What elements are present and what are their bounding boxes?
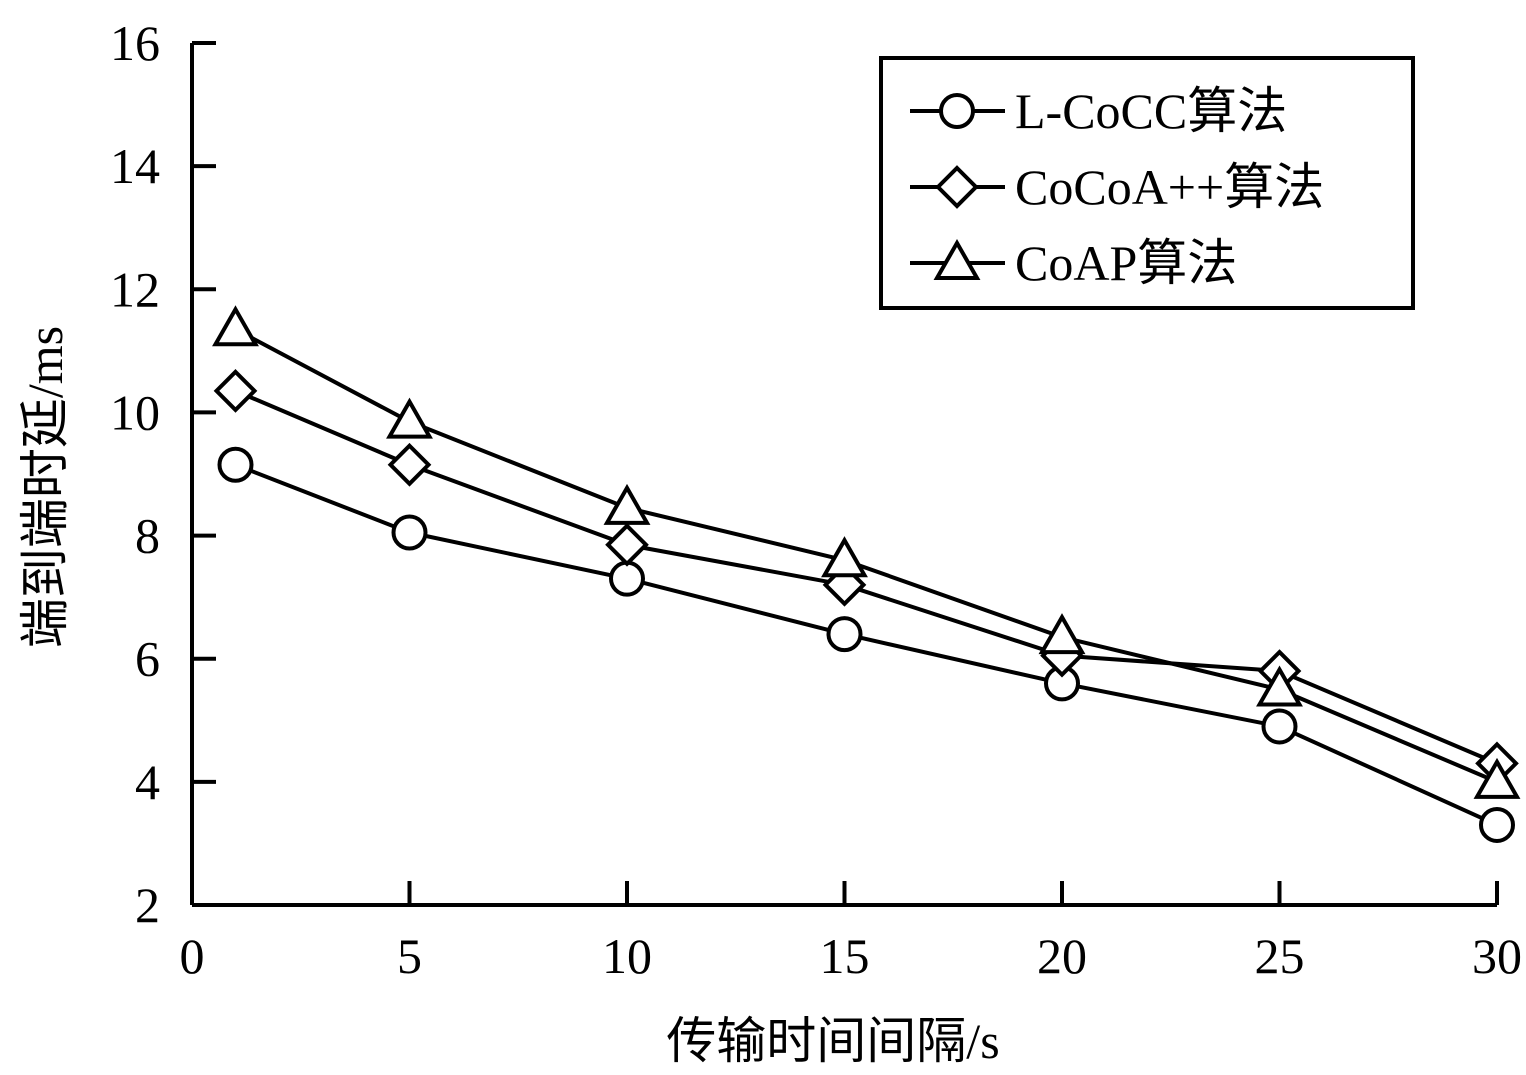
x-tick-label: 25 — [1255, 928, 1305, 984]
series-line — [234, 462, 1498, 827]
y-tick-label: 6 — [135, 631, 160, 687]
data-point — [821, 536, 868, 578]
y-tick-label: 8 — [135, 508, 160, 564]
legend-marker — [933, 238, 981, 280]
y-axis-title: 端到端时延/ms — [17, 326, 73, 648]
y-tick-label: 12 — [110, 261, 160, 317]
series-markers-circle — [217, 446, 1515, 843]
data-point — [605, 522, 649, 567]
x-tick-label: 0 — [180, 928, 205, 984]
data-point — [213, 369, 258, 413]
legend-label: L-CoCC算法 — [1015, 83, 1287, 139]
data-point — [1261, 708, 1298, 745]
series-markers-triangle — [212, 305, 1521, 799]
legend-label: CoCoA++算法 — [1015, 159, 1324, 215]
y-tick-label: 14 — [110, 138, 160, 194]
series-layer — [212, 305, 1521, 843]
x-tick-label: 15 — [820, 928, 870, 984]
y-tick-label: 2 — [135, 877, 160, 933]
data-point — [1256, 665, 1303, 707]
legend: L-CoCC算法 CoCoA++算法 CoAP算法 — [879, 56, 1415, 310]
data-point — [609, 560, 645, 597]
data-point — [212, 305, 259, 347]
legend-marker — [935, 165, 979, 209]
legend-marker — [939, 93, 975, 129]
data-point — [1038, 613, 1086, 655]
x-tick-label: 5 — [397, 928, 422, 984]
y-tick-label: 10 — [110, 384, 160, 440]
data-point — [603, 483, 651, 525]
x-tick-label: 30 — [1472, 928, 1522, 984]
axes: 2 4 6 8 10 12 14 16 0 5 10 15 20 25 30 — [110, 15, 1522, 984]
x-tick-label: 20 — [1037, 928, 1087, 984]
data-point — [1473, 757, 1521, 799]
series-circle — [234, 462, 1498, 827]
data-point — [387, 442, 432, 487]
data-point — [1479, 806, 1515, 843]
x-tick-label: 10 — [602, 928, 652, 984]
y-tick-label: 4 — [135, 754, 160, 810]
series-triangle — [234, 327, 1498, 784]
series-line — [234, 327, 1498, 784]
data-point — [217, 446, 254, 483]
y-tick-label: 16 — [110, 15, 160, 71]
x-axis-title: 传输时间间隔/s — [666, 1013, 999, 1069]
data-point — [826, 616, 863, 653]
data-point — [391, 514, 428, 551]
data-point — [386, 397, 433, 439]
legend-label: CoAP算法 — [1015, 235, 1237, 291]
